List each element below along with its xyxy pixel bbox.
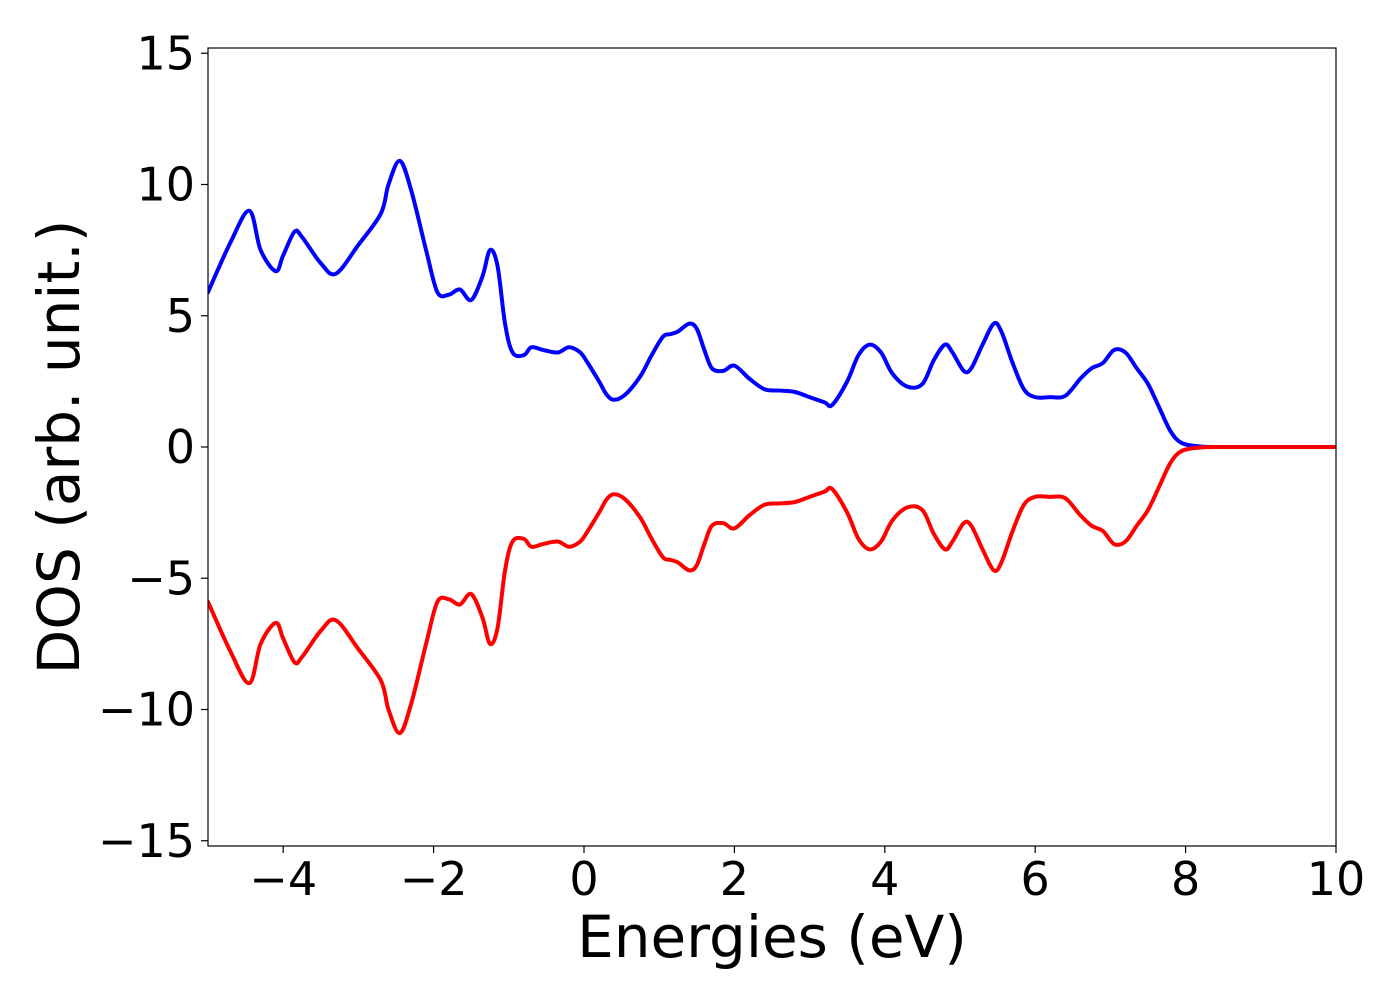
series-layer [208, 158, 1336, 736]
x-tick-label: 10 [1307, 852, 1366, 906]
y-tick-label: 15 [136, 26, 195, 80]
x-tick-label: −4 [249, 852, 317, 906]
x-tick-label: 4 [870, 852, 899, 906]
plot-frame [207, 47, 1337, 847]
x-tick-label: 8 [1171, 852, 1200, 906]
x-axis-ticks: −4 −2 0 2 4 6 8 10 [249, 846, 1365, 906]
x-tick-label: 0 [569, 852, 598, 906]
x-tick-label: −2 [400, 852, 468, 906]
y-tick-label: −10 [98, 683, 195, 737]
y-tick-label: 5 [166, 289, 195, 343]
x-axis-label: Energies (eV) [577, 903, 967, 971]
series-line-1 [208, 158, 1336, 450]
y-tick-label: −15 [98, 814, 195, 868]
x-tick-label: 6 [1021, 852, 1050, 906]
y-tick-label: −5 [127, 551, 195, 605]
y-tick-label: 10 [136, 158, 195, 212]
series-line-2 [208, 444, 1336, 736]
y-tick-label: 0 [166, 420, 195, 474]
y-axis-label: DOS (arb. unit.) [25, 220, 93, 675]
y-axis-ticks: −15 −10 −5 0 5 10 15 [98, 26, 208, 868]
x-tick-label: 2 [720, 852, 749, 906]
